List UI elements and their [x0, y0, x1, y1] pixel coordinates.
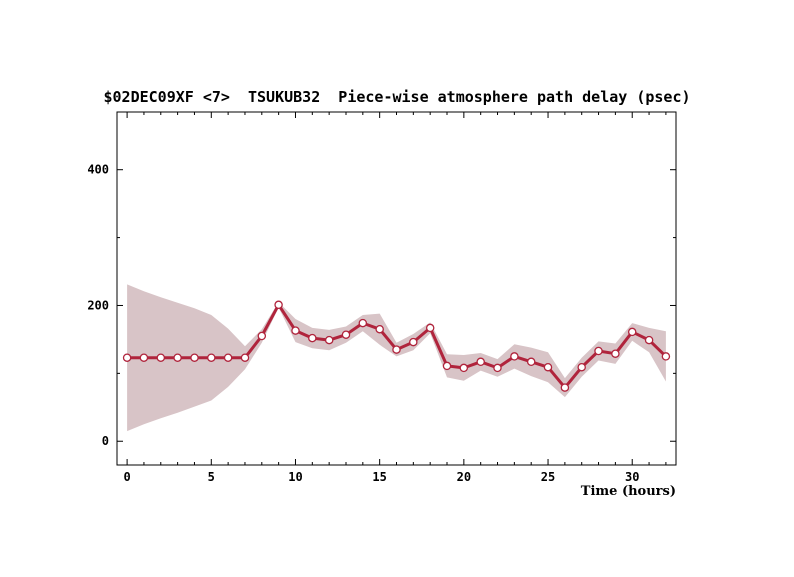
data-point	[459, 363, 469, 373]
data-point	[291, 326, 300, 335]
axis-ticks-layer: 0 5 10 15 20 25 30 0 200 400	[87, 112, 676, 484]
y-tick-label: 400	[87, 163, 109, 177]
data-point	[409, 337, 418, 347]
data-point	[240, 353, 250, 362]
data-point	[493, 363, 502, 373]
data-point	[375, 324, 384, 334]
data-point	[257, 331, 267, 341]
data-point	[644, 335, 654, 345]
data-point	[577, 362, 586, 372]
data-point	[324, 335, 334, 345]
data-point	[543, 362, 553, 372]
data-point	[476, 357, 485, 367]
chart-title: $02DEC09XF <7> TSUKUB32 Piece-wise atmos…	[104, 88, 691, 106]
data-point	[122, 353, 132, 362]
data-point	[627, 327, 637, 337]
data-point	[442, 361, 452, 371]
data-point	[358, 318, 368, 328]
data-point	[274, 300, 283, 310]
x-tick-label: 15	[372, 470, 386, 484]
x-tick-label: 25	[541, 470, 555, 484]
data-point	[510, 352, 519, 361]
data-point	[594, 346, 603, 356]
data-point	[156, 353, 166, 362]
x-tick-label: 10	[288, 470, 302, 484]
x-axis-label: Time (hours)	[581, 484, 676, 499]
data-point	[207, 353, 216, 362]
data-point	[560, 383, 570, 392]
data-point	[139, 353, 149, 362]
x-tick-label: 30	[625, 470, 639, 484]
data-point	[526, 357, 536, 367]
data-point	[173, 353, 182, 362]
data-point	[425, 323, 435, 333]
x-tick-label: 5	[208, 470, 215, 484]
x-tick-label: 0	[123, 470, 130, 484]
data-point	[392, 345, 401, 354]
data-point	[611, 349, 620, 358]
y-tick-label: 200	[87, 298, 109, 312]
data-point-layer	[122, 300, 671, 392]
data-point	[661, 352, 671, 361]
data-point	[341, 330, 351, 339]
data-point	[308, 333, 317, 343]
plot-frame	[116, 111, 677, 466]
x-tick-label: 20	[457, 470, 471, 484]
data-point	[223, 353, 233, 362]
data-point	[190, 353, 199, 362]
y-tick-label: 0	[102, 434, 109, 448]
